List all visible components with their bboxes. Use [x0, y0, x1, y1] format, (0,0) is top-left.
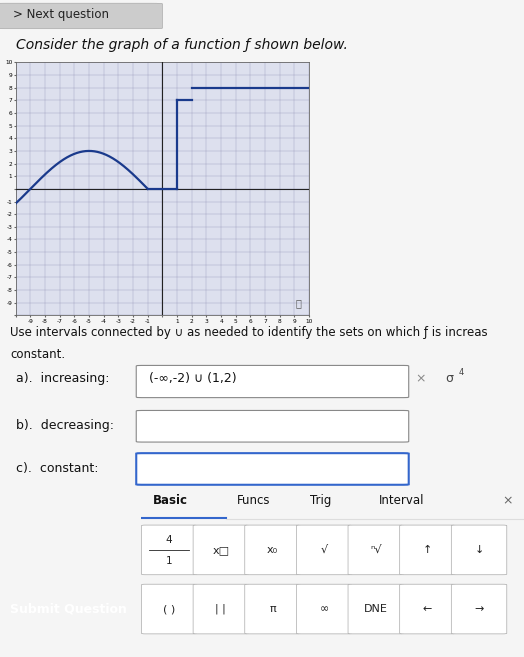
Text: ↓: ↓ — [474, 545, 484, 555]
Text: ( ): ( ) — [163, 604, 176, 614]
Text: > Next question: > Next question — [13, 9, 109, 21]
FancyBboxPatch shape — [451, 525, 507, 575]
Text: σ: σ — [445, 373, 453, 385]
FancyBboxPatch shape — [0, 3, 162, 29]
FancyBboxPatch shape — [193, 525, 248, 575]
FancyBboxPatch shape — [245, 584, 300, 634]
Text: Use intervals connected by ∪ as needed to identify the sets on which ƒ is increa: Use intervals connected by ∪ as needed t… — [10, 326, 488, 339]
Text: b).  decreasing:: b). decreasing: — [16, 419, 114, 432]
Text: ←: ← — [423, 604, 432, 614]
FancyBboxPatch shape — [245, 525, 300, 575]
Text: constant.: constant. — [10, 348, 66, 361]
Text: ∞: ∞ — [320, 604, 329, 614]
Text: 4: 4 — [458, 369, 464, 377]
Text: √: √ — [321, 545, 328, 555]
FancyBboxPatch shape — [136, 411, 409, 442]
Text: Interval: Interval — [379, 494, 424, 507]
Text: c).  constant:: c). constant: — [16, 462, 98, 474]
FancyBboxPatch shape — [348, 584, 403, 634]
Text: Consider the graph of a function ƒ shown below.: Consider the graph of a function ƒ shown… — [16, 38, 347, 53]
FancyBboxPatch shape — [348, 525, 403, 575]
FancyBboxPatch shape — [141, 525, 197, 575]
FancyBboxPatch shape — [141, 584, 197, 634]
Text: →: → — [474, 604, 484, 614]
Text: ×: × — [415, 373, 425, 385]
Text: x₀: x₀ — [267, 545, 278, 555]
FancyBboxPatch shape — [193, 584, 248, 634]
FancyBboxPatch shape — [400, 584, 455, 634]
Text: 🔍: 🔍 — [296, 298, 302, 309]
Text: 4: 4 — [166, 535, 172, 545]
Text: Trig: Trig — [310, 494, 331, 507]
Text: (-∞,-2) ∪ (1,2): (-∞,-2) ∪ (1,2) — [149, 373, 237, 385]
Text: π: π — [269, 604, 276, 614]
Text: x□: x□ — [212, 545, 230, 555]
FancyBboxPatch shape — [451, 584, 507, 634]
Text: Submit Question: Submit Question — [9, 602, 127, 616]
Text: | |: | | — [215, 604, 226, 614]
Text: a).  increasing:: a). increasing: — [16, 373, 109, 385]
Text: DNE: DNE — [364, 604, 388, 614]
Text: ↑: ↑ — [423, 545, 432, 555]
Text: Funcs: Funcs — [237, 494, 270, 507]
Text: ⁿ√: ⁿ√ — [370, 545, 381, 555]
FancyBboxPatch shape — [136, 453, 409, 485]
FancyBboxPatch shape — [136, 365, 409, 397]
Text: Basic: Basic — [153, 494, 188, 507]
Text: 1: 1 — [166, 556, 172, 566]
FancyBboxPatch shape — [297, 584, 352, 634]
FancyBboxPatch shape — [297, 525, 352, 575]
FancyBboxPatch shape — [400, 525, 455, 575]
Text: ×: × — [502, 494, 512, 507]
